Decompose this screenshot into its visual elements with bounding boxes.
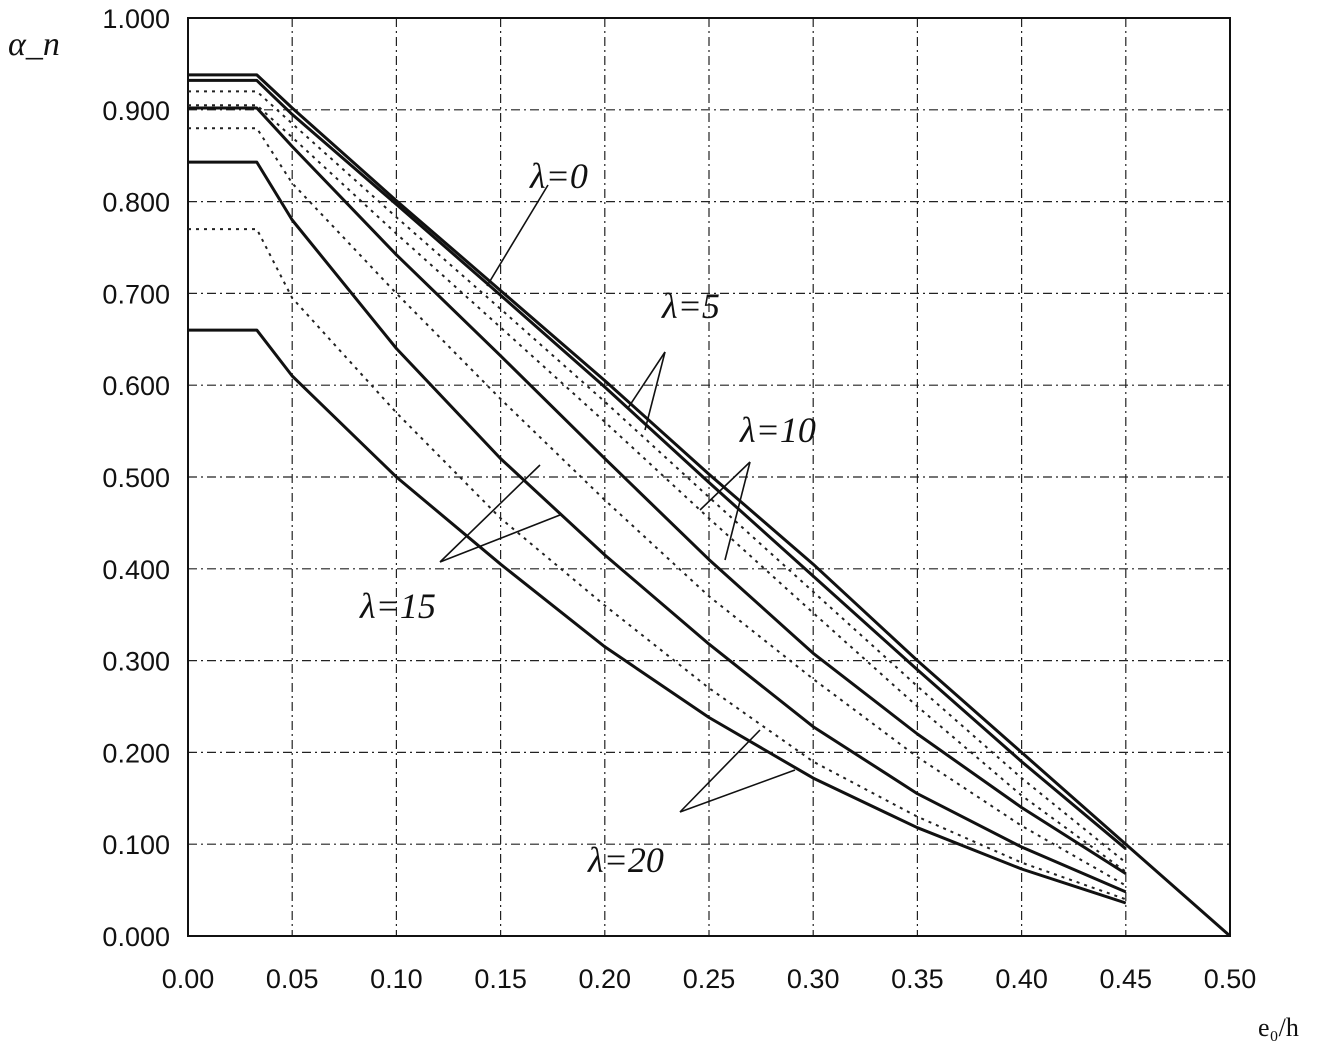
- y-tick-label: 0.000: [102, 922, 170, 952]
- x-tick-labels: 0.00 0.05 0.10 0.15 0.20 0.25 0.30 0.35 0.40 0.45…: [162, 964, 1257, 994]
- leader-lambda-0: [486, 184, 549, 287]
- leader-lambda-20-a: [679, 729, 761, 813]
- y-tick-label: 0.300: [102, 647, 170, 677]
- y-axis-label: α_n: [8, 26, 60, 63]
- x-tick-label: 0.25: [683, 964, 736, 994]
- x-tick-label: 0.45: [1100, 964, 1153, 994]
- series-group: [188, 73, 1231, 938]
- leader-lambda-5-b: [644, 351, 666, 431]
- leader-lambda-5-a: [627, 351, 666, 409]
- series-line-4: [188, 106, 1127, 875]
- x-tick-label: 0.50: [1204, 964, 1257, 994]
- leader-lambda-20-b: [679, 769, 796, 813]
- x-tick-label: 0.40: [995, 964, 1048, 994]
- leader-lambda-10-a: [699, 461, 751, 511]
- y-tick-label: 0.100: [102, 830, 170, 860]
- leader-lambda-15-a: [439, 464, 541, 563]
- x-tick-label: 0.15: [474, 964, 527, 994]
- series-line-0: [188, 73, 1231, 938]
- annotation-lambda-5: λ=5: [661, 286, 720, 326]
- x-tick-label: 0.05: [266, 964, 319, 994]
- y-tick-label: 1.000: [102, 4, 170, 34]
- y-tick-label: 0.200: [102, 738, 170, 768]
- y-tick-label: 0.800: [102, 188, 170, 218]
- annotation-lambda-20: λ=20: [587, 840, 664, 880]
- plot-frame: [187, 17, 1231, 937]
- y-tick-label: 0.600: [102, 371, 170, 401]
- x-tick-label: 0.30: [787, 964, 840, 994]
- annotation-leaders: [439, 184, 796, 813]
- y-tick-label: 0.700: [102, 279, 170, 309]
- x-axis-label: e₀/h: [1258, 1013, 1299, 1042]
- series-line-6: [188, 160, 1127, 894]
- x-tick-label: 0.35: [891, 964, 944, 994]
- y-tick-labels: 0.000 0.100 0.200 0.300 0.400 0.500 0.600 0.700…: [102, 4, 170, 952]
- y-tick-label: 0.400: [102, 555, 170, 585]
- x-tick-label: 0.10: [370, 964, 423, 994]
- annotation-lambda-15: λ=15: [359, 586, 436, 626]
- leader-lambda-15-b: [439, 514, 561, 563]
- leader-lambda-10-b: [724, 461, 751, 561]
- x-tick-label: 0.20: [579, 964, 632, 994]
- series-line-1: [188, 78, 1127, 850]
- series-line-3: [188, 104, 1127, 873]
- y-tick-label: 0.900: [102, 96, 170, 126]
- y-tick-label: 0.500: [102, 463, 170, 493]
- x-tick-label: 0.00: [162, 964, 215, 994]
- annotation-lambda-0: λ=0: [529, 156, 588, 196]
- grid: [188, 18, 1230, 936]
- series-line-8: [188, 328, 1127, 905]
- series-line-7: [188, 228, 1127, 901]
- annotation-lambda-10: λ=10: [739, 410, 816, 450]
- series-line-5: [188, 127, 1127, 887]
